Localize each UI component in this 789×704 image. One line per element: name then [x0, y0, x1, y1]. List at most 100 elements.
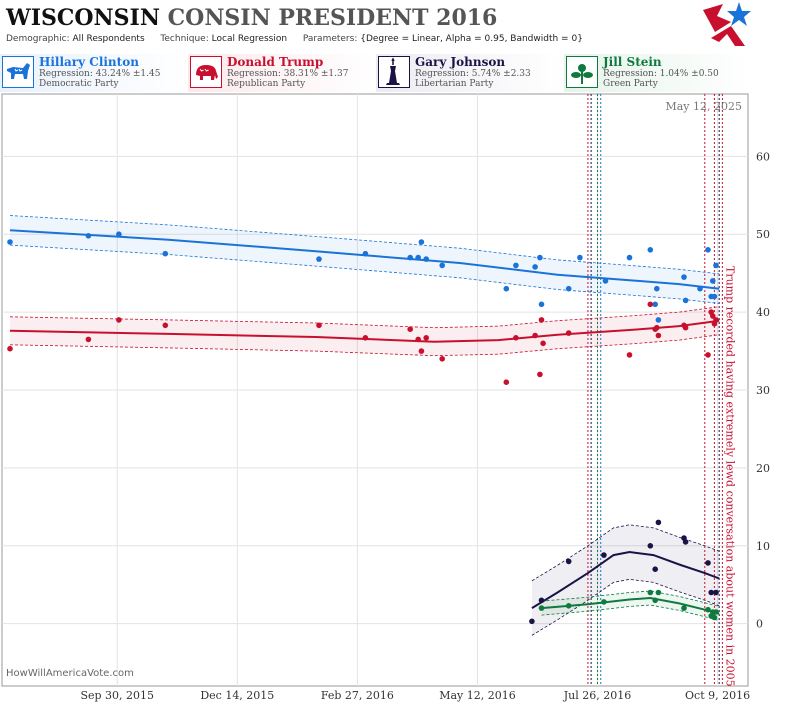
poll-point [439, 262, 446, 269]
candidate-party: Republican Party [227, 79, 306, 89]
y-tick-label: 40 [756, 306, 770, 319]
candidate-party: Green Party [603, 79, 658, 89]
poll-point [7, 239, 13, 245]
poll-point [655, 332, 662, 339]
poll-point [713, 589, 719, 596]
legend-item-stein[interactable]: Jill Stein Regression: 1.04% ±0.50 Green… [564, 54, 750, 92]
title-rest: CONSIN PRESIDENT 2016 [167, 5, 498, 31]
poll-point [713, 609, 719, 615]
poll-point [705, 352, 711, 358]
star-logo-icon [703, 2, 751, 46]
site-credit: HowWillAmericaVote.com [6, 668, 134, 679]
candidate-name: Donald Trump [227, 55, 324, 69]
confidence-band [541, 591, 720, 621]
poll-point [652, 301, 658, 308]
legend-item-clinton[interactable]: Hillary Clinton Regression: 43.24% ±1.45… [0, 54, 186, 92]
regression-line [9, 319, 720, 343]
poll-point [7, 345, 13, 352]
poll-point [705, 606, 711, 613]
legend-item-trump[interactable]: Donald Trump Regression: 38.31% ±1.37 Re… [188, 54, 374, 92]
poll-point [711, 614, 718, 621]
poll-point [682, 297, 689, 304]
technique-label: Technique: [160, 34, 209, 44]
candidate-party: Democratic Party [39, 79, 119, 89]
poll-point [565, 330, 572, 336]
x-tick-label: Jul 26, 2016 [563, 689, 632, 702]
poll-point [682, 539, 689, 545]
poll-point [565, 558, 572, 565]
flower-icon [566, 56, 598, 88]
x-tick-label: May 12, 2016 [439, 689, 516, 702]
poll-point [601, 552, 607, 558]
poll-point [697, 285, 703, 292]
poll-point [362, 335, 369, 341]
poll-point [538, 597, 545, 604]
poll-point [116, 231, 122, 237]
poll-point [407, 254, 414, 261]
poll-point [654, 324, 660, 331]
poll-point [626, 254, 633, 261]
x-tick-label: Sep 30, 2015 [80, 689, 154, 702]
candidate-regression: Regression: 43.24% ±1.45 [39, 69, 161, 79]
parameters-line: Demographic: All Respondents Technique: … [6, 34, 583, 44]
poll-point [407, 326, 414, 332]
poll-point [439, 356, 446, 362]
poll-point [602, 278, 609, 284]
poll-point [713, 317, 719, 323]
y-tick-label: 50 [756, 228, 770, 241]
poll-point [705, 560, 711, 566]
poll-point [626, 352, 633, 358]
poll-point [513, 335, 519, 341]
poll-point [710, 313, 716, 319]
legend-item-johnson[interactable]: Gary Johnson Regression: 5.74% ±2.33 Lib… [376, 54, 562, 92]
poll-point [647, 589, 654, 596]
poll-point [652, 597, 658, 604]
poll-point [532, 332, 538, 339]
poll-point [85, 233, 92, 239]
poll-point [537, 254, 543, 261]
poll-point [116, 317, 122, 323]
poll-point [682, 324, 689, 331]
poll-point [655, 317, 662, 323]
poll-point [538, 301, 545, 308]
poll-point [647, 543, 654, 549]
poll-point [162, 250, 169, 257]
poll-point [565, 285, 572, 292]
parameters-label: Parameters: [302, 34, 358, 44]
poll-point [711, 293, 718, 300]
poll-point [418, 348, 425, 354]
poll-point [415, 254, 422, 261]
poll-point [85, 336, 92, 343]
donkey-icon [2, 56, 34, 88]
poll-point [316, 256, 322, 262]
y-tick-label: 0 [756, 618, 763, 631]
confidence-lower [541, 604, 720, 621]
elephant-icon [190, 56, 222, 88]
y-tick-label: 10 [756, 540, 770, 553]
confidence-upper [9, 215, 720, 275]
poll-point [681, 274, 687, 280]
poll-chart: 0 10 20 30 40 50 60 Sep 30, 2015 Dec 14, 2015 Feb… [1, 93, 770, 702]
poll-point [538, 317, 545, 323]
regression-line [9, 229, 720, 290]
poll-point [601, 599, 607, 605]
poll-point [415, 336, 422, 343]
poll-point [647, 301, 654, 308]
poll-point [647, 247, 654, 253]
poll-point [162, 322, 169, 329]
poll-point [565, 603, 572, 609]
poll-point [316, 322, 322, 329]
candidate-regression: Regression: 38.31% ±1.37 [227, 69, 349, 79]
confidence-band [531, 524, 720, 636]
y-tick-label: 60 [756, 150, 770, 163]
demographic-label: Demographic: [6, 34, 70, 44]
poll-point [423, 256, 430, 262]
candidate-regression: Regression: 1.04% ±0.50 [603, 69, 719, 79]
poll-point [423, 335, 430, 341]
y-tick-label: 30 [756, 384, 770, 397]
confidence-upper [541, 590, 720, 607]
poll-point [538, 605, 545, 611]
header: WISCONSIN CONSIN PRESIDENT 2016 Demograp… [0, 0, 789, 52]
candidate-name: Jill Stein [603, 55, 662, 69]
y-tick-label: 20 [756, 462, 770, 475]
